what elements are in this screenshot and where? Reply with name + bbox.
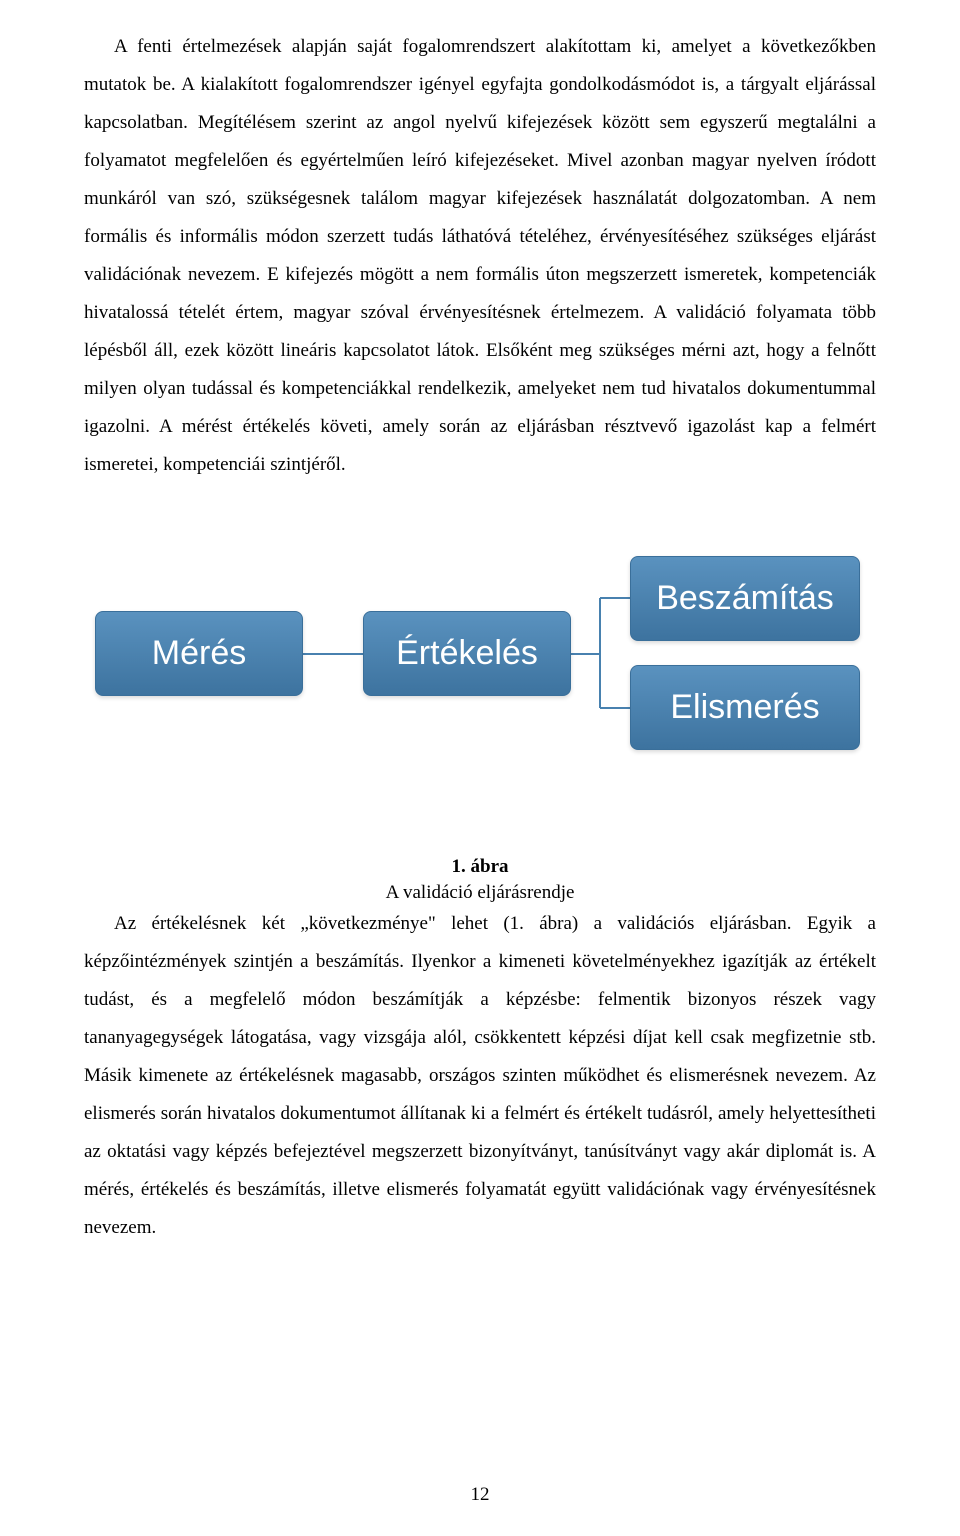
paragraph-block-2: Az értékelésnek két „következménye" lehe… bbox=[84, 905, 876, 1247]
diagram-node-ertekeles: Értékelés bbox=[363, 611, 571, 696]
diagram-node-label: Elismerés bbox=[670, 688, 819, 727]
diagram-node-beszamitas: Beszámítás bbox=[630, 556, 860, 641]
figure-caption: 1. ábra A validáció eljárásrendje bbox=[84, 854, 876, 905]
diagram-node-label: Mérés bbox=[152, 634, 246, 673]
diagram-node-elismeres: Elismerés bbox=[630, 665, 860, 750]
figure-caption-subtitle: A validáció eljárásrendje bbox=[386, 882, 575, 903]
paragraph-block-1: A fenti értelmezések alapján saját fogal… bbox=[84, 28, 876, 484]
figure-caption-title: 1. ábra bbox=[84, 854, 876, 880]
page: A fenti értelmezések alapján saját fogal… bbox=[0, 0, 960, 1536]
diagram-node-label: Értékelés bbox=[396, 634, 538, 673]
diagram-node-label: Beszámítás bbox=[656, 579, 834, 618]
page-number: 12 bbox=[0, 1484, 960, 1506]
paragraph-1: A fenti értelmezések alapján saját fogal… bbox=[84, 28, 876, 484]
validation-diagram: Mérés Értékelés Beszámítás Elismerés bbox=[95, 524, 865, 784]
paragraph-2: Az értékelésnek két „következménye" lehe… bbox=[84, 905, 876, 1247]
diagram-node-meres: Mérés bbox=[95, 611, 303, 696]
